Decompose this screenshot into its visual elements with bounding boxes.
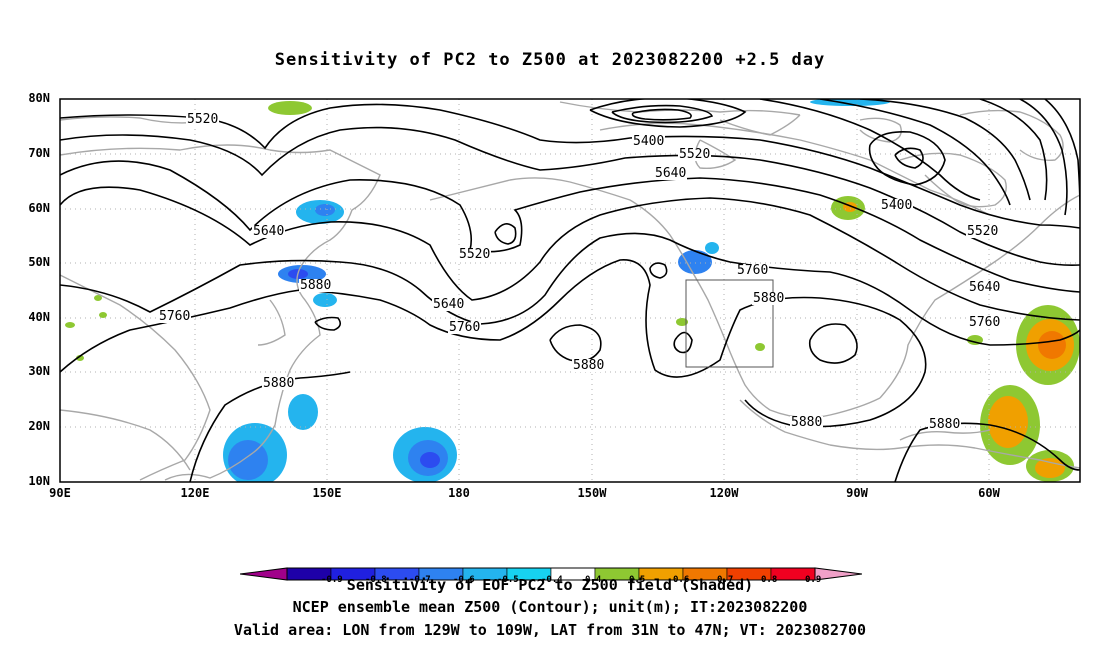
footer-line-2: NCEP ensemble mean Z500 (Contour); unit(… bbox=[292, 598, 808, 616]
colorbar-tick-label: 0.7 bbox=[717, 575, 734, 585]
contour-label: 5880 bbox=[790, 415, 824, 430]
contour-label: 5640 bbox=[654, 166, 688, 181]
lon-label: 120E bbox=[180, 486, 210, 500]
lon-label: 60W bbox=[978, 486, 1000, 500]
contour-label: 5880 bbox=[262, 376, 296, 391]
contour-label: 5520 bbox=[966, 224, 1000, 239]
coastlines bbox=[60, 101, 1080, 481]
lat-label: 70N bbox=[28, 146, 50, 160]
contour-label: 5520 bbox=[678, 147, 712, 162]
shaded-sensitivity bbox=[65, 99, 1080, 482]
lat-label: 40N bbox=[28, 310, 50, 324]
colorbar-tick-label: 0.8 bbox=[761, 575, 778, 585]
valid-area-box bbox=[685, 279, 774, 368]
contour-label: 5880 bbox=[299, 278, 333, 293]
colorbar-tick-label: -0.6 bbox=[453, 575, 475, 585]
lat-label: 20N bbox=[28, 419, 50, 433]
contour-label: 5880 bbox=[928, 417, 962, 432]
colorbar bbox=[240, 567, 862, 581]
footer-line-1: Sensitivity of EOF PC2 to Z500 field (Sh… bbox=[346, 576, 754, 594]
contour-label: 5760 bbox=[736, 263, 770, 278]
contour-label: 5760 bbox=[158, 309, 192, 324]
contour-label: 5520 bbox=[186, 112, 220, 127]
colorbar-tick-label: -0.9 bbox=[321, 575, 343, 585]
contour-label: 5880 bbox=[572, 358, 606, 373]
contour-label: 5520 bbox=[458, 247, 492, 262]
lat-label: 60N bbox=[28, 201, 50, 215]
plot-frame bbox=[59, 98, 1081, 483]
lon-label: 150E bbox=[312, 486, 342, 500]
colorbar-tick-label: 0.4 bbox=[585, 575, 602, 585]
colorbar-tick-label: -0.4 bbox=[541, 575, 563, 585]
colorbar-tick-label: 0.6 bbox=[673, 575, 690, 585]
lon-label: 180 bbox=[448, 486, 470, 500]
colorbar-tick-label: 0.5 bbox=[629, 575, 646, 585]
footer-line-3: Valid area: LON from 129W to 109W, LAT f… bbox=[233, 621, 867, 639]
contour-label: 5760 bbox=[448, 320, 482, 335]
map-title: Sensitivity of PC2 to Z500 at 2023082200… bbox=[274, 50, 826, 70]
contour-label: 5400 bbox=[880, 198, 914, 213]
lon-label: 120W bbox=[709, 486, 739, 500]
contour-label: 5400 bbox=[632, 134, 666, 149]
lon-label: 150W bbox=[577, 486, 607, 500]
contour-label: 5760 bbox=[968, 315, 1002, 330]
lon-label: 90E bbox=[49, 486, 71, 500]
colorbar-tick-label: 0.9 bbox=[805, 575, 822, 585]
colorbar-tick-label: -0.7 bbox=[409, 575, 431, 585]
contour-label: 5640 bbox=[432, 297, 466, 312]
lat-label: 10N bbox=[28, 474, 50, 488]
z500-contours bbox=[60, 99, 1080, 482]
contour-label: 5640 bbox=[968, 280, 1002, 295]
lat-label: 50N bbox=[28, 255, 50, 269]
lat-label: 80N bbox=[28, 91, 50, 105]
colorbar-tick-label: -0.8 bbox=[365, 575, 387, 585]
lat-label: 30N bbox=[28, 364, 50, 378]
lon-label: 90W bbox=[846, 486, 868, 500]
colorbar-tick-label: -0.5 bbox=[497, 575, 519, 585]
contour-label: 5880 bbox=[752, 291, 786, 306]
contour-label: 5640 bbox=[252, 224, 286, 239]
